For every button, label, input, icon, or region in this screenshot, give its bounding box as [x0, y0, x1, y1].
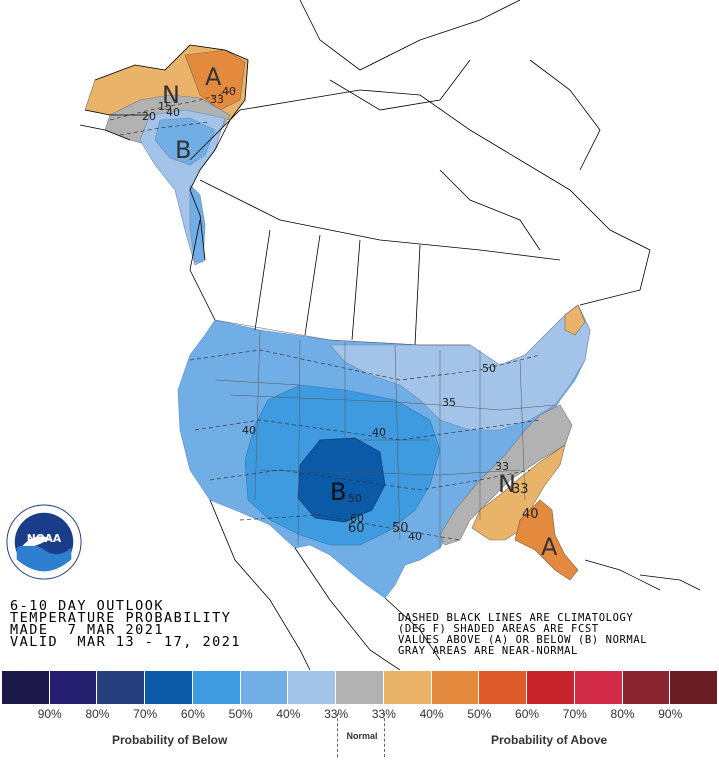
legend-normal-label: Normal	[346, 731, 378, 741]
outlook-title-block: 6-10 DAY OUTLOOK TEMPERATURE PROBABILITY…	[10, 598, 290, 650]
mexico-outline	[209, 499, 441, 670]
legend-below-label: Probability of Below	[112, 733, 228, 747]
ak-33a-value: 33	[210, 93, 224, 106]
us-50c-value: 50	[348, 492, 362, 505]
maine-above-region	[564, 304, 586, 336]
se-normal-label: N	[498, 470, 516, 498]
alaska-outline	[79, 44, 249, 261]
southeast-above-40-region	[514, 499, 579, 581]
caribbean-outline	[584, 559, 701, 591]
title-line-3: MADE 7 MAR 2021	[10, 622, 165, 638]
normal-divider-right	[384, 713, 385, 757]
us-60-value: 60	[350, 512, 364, 525]
legend-percent-1: 80%	[85, 707, 110, 721]
legend-swatch-11	[527, 671, 575, 704]
se-33a-value: 33	[495, 460, 509, 473]
svg-text:NOAA: NOAA	[27, 532, 62, 545]
legend-above-label: Probability of Above	[491, 733, 608, 747]
note-line-1: DASHED BLACK LINES ARE CLIMATOLOGY	[398, 612, 634, 624]
alaska-below-label: B	[175, 136, 191, 164]
legend-percent-6: 33%	[324, 707, 349, 721]
us-below-label: B	[330, 478, 346, 506]
ak-c15-value: 15	[158, 100, 172, 113]
southeast-above-33-region	[471, 444, 566, 541]
us-state-lines	[214, 319, 556, 548]
legend-percent-2: 70%	[133, 707, 158, 721]
legend-percent-9: 50%	[467, 707, 492, 721]
noaa-logo: NOAA	[6, 504, 82, 580]
us-50n-value: 50	[482, 362, 496, 375]
title-line-4: VALID MAR 13 - 17, 2021	[10, 634, 242, 650]
legend-percent-8: 40%	[419, 707, 444, 721]
us-60s-value: 60	[348, 521, 365, 536]
legend-percent-11: 70%	[562, 707, 587, 721]
us-40c-value: 40	[372, 426, 386, 439]
alaska-above-label: A	[205, 63, 222, 91]
alaska-panhandle-region	[189, 184, 206, 263]
conus-below-60-region	[297, 437, 386, 523]
canada-outline	[189, 0, 651, 346]
se-above-label: A	[541, 533, 558, 561]
legend-swatch-13	[622, 671, 671, 704]
title-line-1: 6-10 DAY OUTLOOK	[10, 598, 165, 614]
legend-swatch-5	[240, 671, 289, 704]
outlook-map: A N B B N A 40 33 40 15 20 50 40 40 35 5…	[79, 0, 701, 670]
us-50s-value: 50	[392, 521, 409, 536]
legend-swatch-8	[383, 671, 432, 704]
us-40s-value: 40	[408, 530, 422, 543]
legend-swatch-9	[431, 671, 480, 704]
legend-swatch-14	[670, 671, 719, 704]
southeast-normal-region	[439, 404, 573, 546]
legend-percent-0: 90%	[37, 707, 62, 721]
legend-percent-10: 60%	[515, 707, 540, 721]
legend-percent-5: 40%	[276, 707, 301, 721]
se-40-value: 40	[522, 507, 539, 522]
conus-below-33-region	[329, 304, 591, 431]
legend-swatch-3	[145, 671, 193, 704]
normal-divider-left	[337, 713, 338, 757]
legend-swatch-1	[49, 671, 98, 704]
legend-percent-7: 33%	[371, 707, 396, 721]
legend-percent-12: 80%	[610, 707, 635, 721]
legend-swatch-4	[192, 671, 241, 704]
legend-percent-4: 50%	[228, 707, 253, 721]
legend-swatch-10	[479, 671, 528, 704]
legend-percent-13: 90%	[658, 707, 683, 721]
legend-percent-3: 60%	[180, 707, 205, 721]
climatology-lines	[109, 89, 541, 541]
alaska-normal-label: N	[162, 81, 180, 109]
legend-color-bar	[2, 671, 719, 704]
legend-swatch-2	[97, 671, 146, 704]
legend-swatch-7	[336, 671, 384, 704]
legend-note: DASHED BLACK LINES ARE CLIMATOLOGY (DEG …	[398, 613, 718, 657]
ak-c20-value: 20	[142, 110, 156, 123]
note-line-4: GRAY AREAS ARE NEAR-NORMAL	[398, 645, 578, 657]
legend-swatch-12	[574, 671, 623, 704]
us-40w-value: 40	[242, 424, 256, 437]
alaska-below-40-region	[154, 117, 216, 166]
note-line-3: VALUES ABOVE (A) OR BELOW (B) NORMAL	[398, 634, 648, 646]
legend-percent-row: 90% 80% 70% 60% 50% 40% 33% 33% 40% 50% 60% 70% 80% 9…	[2, 707, 718, 721]
se-33b-value: 33	[512, 482, 529, 497]
ak-40a-value: 40	[222, 85, 236, 98]
us-35-value: 35	[442, 396, 456, 409]
legend-swatch-6	[288, 671, 337, 704]
ak-40b-value: 40	[166, 106, 180, 119]
note-line-2: (DEG F) SHADED AREAS ARE FCST	[398, 623, 599, 635]
title-line-2: TEMPERATURE PROBABILITY	[10, 610, 232, 626]
legend-swatch-0	[2, 671, 50, 704]
